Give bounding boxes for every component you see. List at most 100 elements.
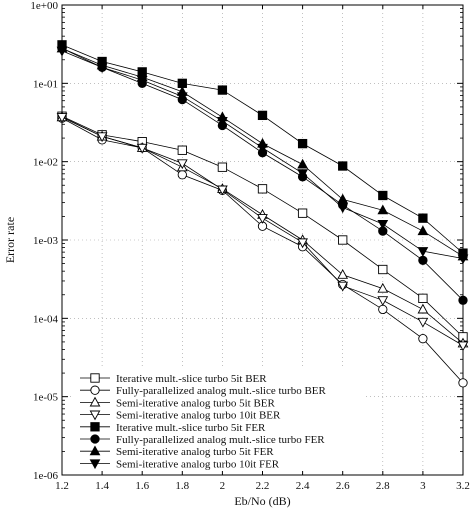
data-point (297, 169, 308, 180)
legend-entry: Semi-iterative analog turbo 5it BER (80, 396, 276, 409)
legend-entry: Fully-parallelized analog mult.-slice tu… (80, 385, 327, 397)
data-point (458, 295, 468, 305)
y-axis-label: Error rate (3, 217, 17, 263)
data-point (417, 317, 429, 328)
data-point (337, 193, 349, 204)
data-point (377, 219, 389, 230)
legend-entry: Fully-parallelized analog mult.-slice tu… (80, 434, 325, 446)
series-4 (56, 113, 469, 352)
data-point (257, 143, 268, 154)
data-point (337, 281, 349, 292)
data-point (457, 341, 469, 352)
data-point (177, 170, 187, 180)
legend-label: Semi-iterative analog turbo 10it FER (116, 458, 280, 470)
data-point (378, 190, 388, 201)
data-point (418, 334, 428, 344)
legend-marker (89, 396, 101, 407)
data-point (96, 132, 108, 143)
y-tick-label: 1e-04 (33, 313, 59, 325)
legend-label: Semi-iterative analog turbo 5it FER (116, 446, 274, 458)
legend-background (74, 369, 364, 471)
data-point (417, 247, 429, 257)
legend-marker (90, 385, 100, 395)
y-tick-label: 1e-01 (33, 78, 58, 90)
data-point (378, 304, 388, 315)
legend-entry: Iterative mult.-slice turbo 5it FER (80, 422, 266, 434)
data-point (217, 116, 228, 127)
legend-marker (90, 434, 100, 444)
data-point (217, 185, 228, 196)
y-tick-label: 1e-03 (33, 235, 59, 247)
data-point (418, 293, 428, 303)
x-tick-label: 1.2 (55, 480, 69, 492)
legend-entry: Semi-iterative analog turbo 5it FER (80, 445, 274, 458)
legend-label: Semi-iterative analog turbo 5it BER (116, 397, 276, 409)
data-point (297, 158, 308, 169)
data-point (176, 159, 188, 170)
legend-label: Semi-iterative analog turbo 10it BER (116, 410, 281, 422)
x-tick-label: 2 (220, 480, 226, 492)
series-line (61, 47, 464, 301)
series-group (56, 40, 469, 388)
x-tick-label: 2.8 (376, 480, 390, 492)
legend-marker (89, 410, 101, 421)
data-point (176, 92, 188, 103)
legend-label: Fully-parallelized analog mult.-slice tu… (116, 434, 325, 446)
data-point (338, 235, 348, 245)
legend-label: Fully-parallelized analog mult.-slice tu… (116, 385, 327, 397)
legend-entry: Iterative mult.-slice turbo 5it BER (80, 373, 267, 385)
legend: Iterative mult.-slice turbo 5it BERFully… (74, 369, 364, 471)
data-point (418, 255, 428, 265)
data-point (257, 184, 268, 194)
data-point (217, 162, 228, 172)
data-point (337, 203, 349, 214)
legend-marker (89, 459, 101, 470)
data-point (136, 76, 148, 86)
x-tick-label: 1.4 (95, 480, 109, 492)
x-tick-label: 3.2 (456, 480, 470, 492)
x-tick-label: 2.6 (336, 480, 350, 492)
data-point (297, 208, 308, 218)
legend-label: Iterative mult.-slice turbo 5it FER (116, 422, 266, 434)
y-tick-label: 1e+00 (30, 0, 58, 12)
data-point (457, 254, 469, 265)
data-point (338, 161, 348, 171)
data-point (377, 204, 389, 215)
series-8 (56, 46, 469, 265)
x-axis-ticks: 1.2 1.4 1.6 1.8 2 2.2 2.4 2.6 2.8 3 3.2 (55, 5, 470, 492)
x-tick-label: 1.8 (175, 480, 189, 492)
legend-marker (90, 422, 100, 432)
y-tick-label: 1e-05 (33, 392, 59, 404)
x-tick-label: 2.2 (256, 480, 270, 492)
legend-label: Iterative mult.-slice turbo 5it BER (116, 373, 267, 385)
y-tick-label: 1e-02 (33, 157, 58, 169)
data-point (337, 269, 349, 279)
x-tick-label: 2.4 (296, 480, 310, 492)
x-tick-label: 1.6 (135, 480, 149, 492)
data-point (378, 264, 388, 275)
y-axis-ticks: 1e-06 1e-05 1e-04 1e-03 1e-02 1e-01 1e+00 (30, 0, 463, 482)
data-point (418, 213, 428, 223)
data-point (56, 113, 68, 123)
data-point (257, 110, 268, 121)
data-point (56, 46, 68, 57)
data-point (297, 238, 308, 249)
data-point (136, 143, 148, 154)
legend-entry: Semi-iterative analog turbo 10it BER (80, 410, 281, 422)
data-point (377, 296, 389, 307)
data-point (177, 145, 187, 155)
data-point (417, 303, 429, 314)
data-point (377, 282, 389, 293)
legend-marker (90, 373, 100, 383)
data-point (417, 225, 429, 236)
x-axis-label: Eb/No (dB) (234, 494, 290, 508)
data-point (297, 138, 308, 149)
y-tick-label: 1e-06 (33, 470, 59, 482)
data-point (217, 85, 228, 95)
data-point (96, 63, 108, 74)
x-tick-label: 3 (420, 480, 426, 492)
data-point (257, 214, 268, 224)
legend-entry: Semi-iterative analog turbo 10it FER (80, 458, 280, 470)
data-point (458, 378, 468, 388)
